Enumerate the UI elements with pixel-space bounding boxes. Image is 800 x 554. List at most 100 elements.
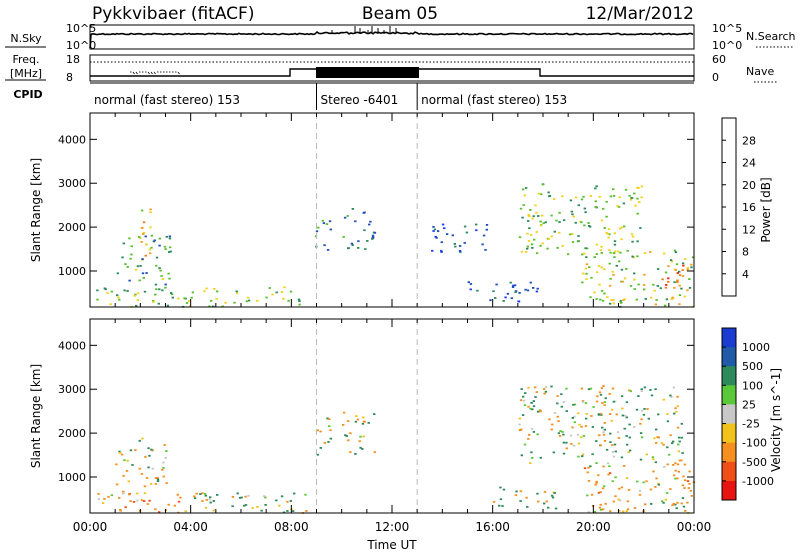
power-cell (236, 292, 239, 295)
power-cell (529, 281, 532, 284)
velocity-cell (640, 388, 643, 391)
power-cell (675, 263, 679, 266)
velocity-cell (602, 485, 606, 488)
power-cell (233, 301, 236, 304)
velocity-colorbar: 1000 500 100 25 -25 -100 -500 -1000 (721, 327, 774, 501)
velocity-cell (649, 389, 652, 391)
velocity-cell (613, 443, 617, 446)
power-cell (143, 290, 147, 293)
velocity-cell (203, 493, 207, 495)
power-cell (636, 212, 639, 215)
power-cell (535, 290, 539, 293)
power-cell (654, 303, 657, 306)
radar-name: Pykkvibaer (fitACF) (92, 4, 254, 24)
velocity-cell (179, 496, 182, 499)
date-title: 12/Mar/2012 (586, 4, 694, 24)
velocity-cell (635, 408, 639, 411)
power-cell (441, 223, 445, 226)
velocity-cell (536, 492, 539, 495)
velocity-cell (601, 402, 604, 404)
velocity-cell (674, 503, 677, 506)
power-cell (502, 300, 505, 302)
power-cell (188, 300, 191, 302)
power-cell (674, 251, 678, 254)
power-cell (550, 214, 553, 217)
power-cell (514, 291, 517, 293)
power-cell (678, 303, 681, 306)
power-cell (298, 300, 301, 302)
velocity-cell (560, 393, 563, 396)
velocity-cell (367, 422, 370, 424)
velocity-cell (595, 480, 598, 483)
power-cell (597, 265, 601, 267)
velocity-cell (199, 493, 202, 495)
velocity-cell (514, 494, 518, 497)
power-cell (577, 235, 580, 237)
velocity-cell (161, 468, 164, 471)
velocity-cell (561, 431, 564, 433)
power-cell (256, 299, 259, 302)
velocity-cell (676, 395, 679, 398)
power-cell (681, 269, 684, 271)
velocity-cell (362, 435, 365, 438)
power-cell (609, 251, 612, 254)
power-cell (155, 288, 158, 291)
velocity-cell (110, 494, 113, 497)
velocity-cell (570, 443, 573, 445)
power-ytick-label: 2000 (58, 221, 86, 234)
velocity-cell (323, 442, 326, 444)
velocity-cell (289, 500, 292, 502)
freq-jitter (135, 71, 138, 75)
power-cell (522, 204, 525, 206)
power-cell (608, 302, 612, 305)
power-cell (116, 272, 119, 275)
velocity-cell (293, 492, 296, 495)
velocity-cell (688, 482, 691, 485)
velocity-cell (653, 437, 656, 440)
velocity-cell (527, 438, 530, 440)
power-cell (168, 237, 172, 240)
power-cell (142, 277, 145, 279)
power-cell (622, 202, 626, 205)
velocity-cell (143, 485, 147, 488)
power-cell (584, 211, 587, 214)
power-cell (595, 253, 598, 255)
power-cell (590, 276, 593, 279)
power-cell (613, 243, 617, 246)
xaxis-label: Time UT (366, 538, 417, 552)
power-cell (364, 248, 367, 250)
velocity-cell (539, 409, 542, 412)
velocity-cell (612, 400, 615, 403)
power-cell (535, 211, 538, 214)
velocity-cell (620, 486, 624, 489)
power-cell (149, 226, 152, 229)
velocity-cell (578, 423, 581, 426)
power-cell (363, 211, 366, 214)
velocity-cell (617, 437, 621, 439)
power-cell (653, 289, 656, 292)
power-cell (584, 267, 588, 270)
velocity-cell (608, 393, 611, 395)
velocity-cell (193, 495, 196, 498)
power-cell (123, 289, 126, 292)
power-cell (595, 271, 599, 274)
noise-left-label: N.Sky (10, 32, 42, 45)
velocity-cell (655, 477, 658, 480)
velocity-ytick-label: 3000 (58, 383, 86, 396)
power-cell (623, 277, 627, 280)
power-cell (161, 278, 165, 280)
velocity-cell (611, 480, 614, 483)
velocity-cell (115, 463, 118, 466)
velocity-cell (644, 503, 647, 506)
power-cell (517, 300, 521, 303)
velocity-cell (686, 501, 689, 504)
velocity-cell (620, 395, 624, 398)
velocity-cell (618, 499, 622, 502)
power-cell (593, 256, 596, 258)
power-cell (686, 267, 689, 269)
power-cell (622, 299, 625, 301)
cpid-label: CPID (13, 88, 42, 101)
velocity-cell (260, 509, 263, 512)
velocity-cell (140, 473, 144, 475)
power-cell (518, 292, 521, 294)
